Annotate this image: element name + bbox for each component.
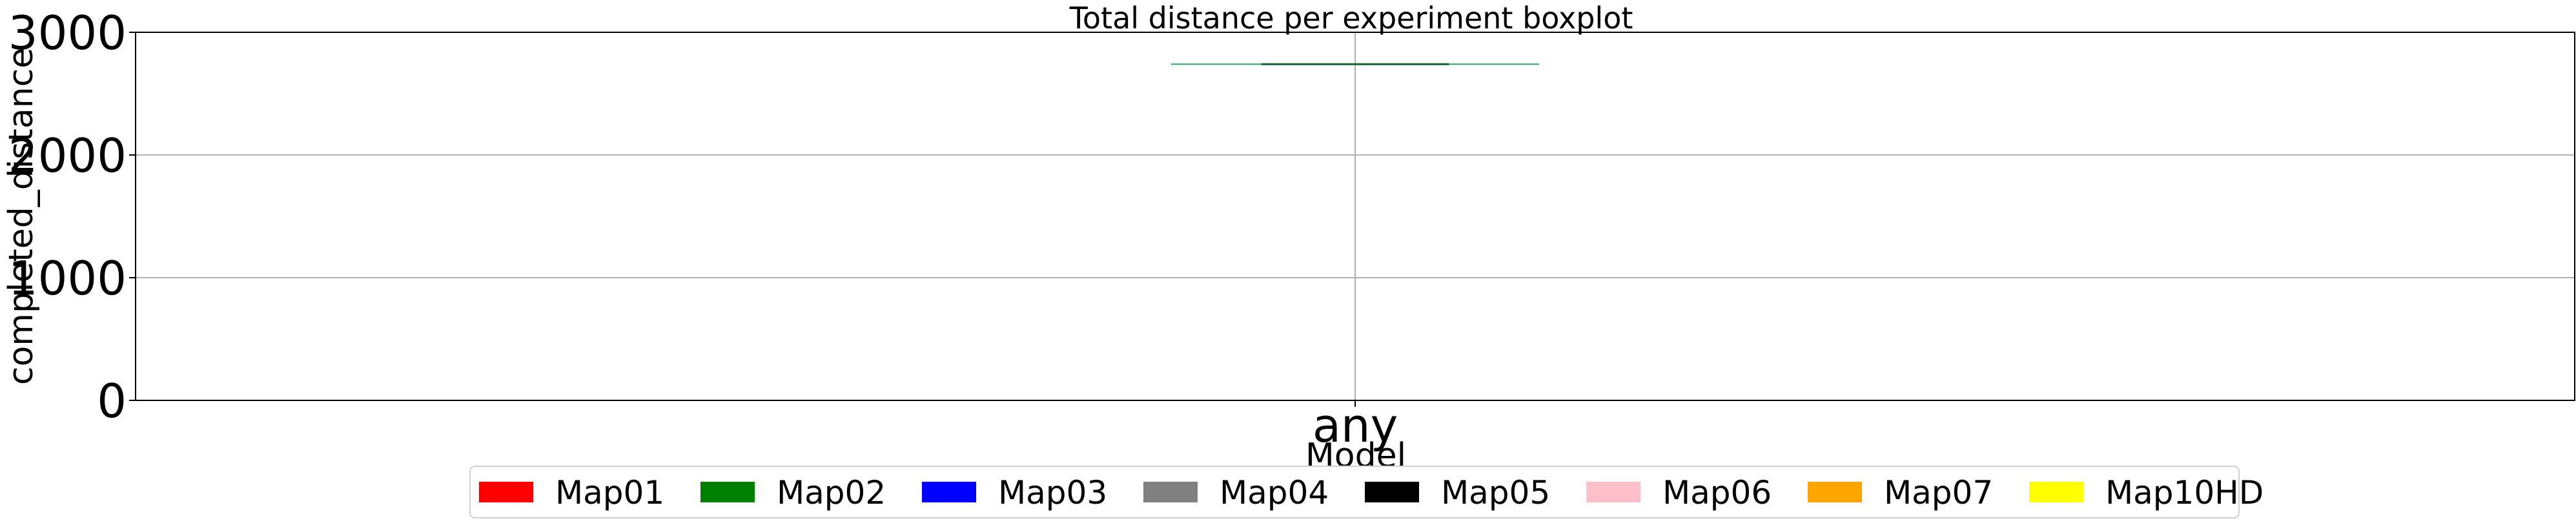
- boxplot-boxes: [1171, 63, 1539, 65]
- legend-swatch: [479, 482, 533, 502]
- y-tick-label: 0: [97, 374, 127, 428]
- legend-label: Map05: [1441, 474, 1550, 511]
- legend-swatch: [922, 482, 976, 502]
- legend-swatch: [700, 482, 755, 502]
- legend-swatch: [1143, 482, 1198, 502]
- legend-items: Map01 Map02 Map03 Map04 Map05 Map06 Map07 Map10…: [479, 474, 2264, 511]
- legend-label: Map03: [998, 474, 1107, 511]
- x-tick-label: any: [1313, 398, 1398, 453]
- legend-swatch: [1586, 482, 1641, 502]
- legend-label: Map01: [555, 474, 664, 511]
- legend-frame: [469, 466, 2240, 519]
- y-axis-ticks: 0 1000 2000 3000: [8, 6, 136, 428]
- legend-label: Map02: [777, 474, 886, 511]
- legend-label: Map06: [1662, 474, 1772, 511]
- legend-swatch: [1808, 482, 1862, 502]
- legend-swatch: [2029, 482, 2083, 502]
- legend: Map01 Map02 Map03 Map04 Map05 Map06 Map07 Map10…: [469, 466, 2264, 519]
- legend-label: Map04: [1220, 474, 1329, 511]
- y-tick-label: 3000: [8, 6, 127, 60]
- x-axis-ticks: any: [1313, 398, 1398, 453]
- chart-title: Total distance per experiment boxplot: [1069, 1, 1633, 36]
- legend-label: Map10HD: [2105, 474, 2264, 511]
- legend-swatch: [1365, 482, 1419, 502]
- legend-label: Map07: [1884, 474, 1993, 511]
- y-tick-label: 2000: [8, 129, 127, 183]
- y-tick-label: 1000: [8, 251, 127, 305]
- y-axis-label: completed_distance: [2, 48, 41, 385]
